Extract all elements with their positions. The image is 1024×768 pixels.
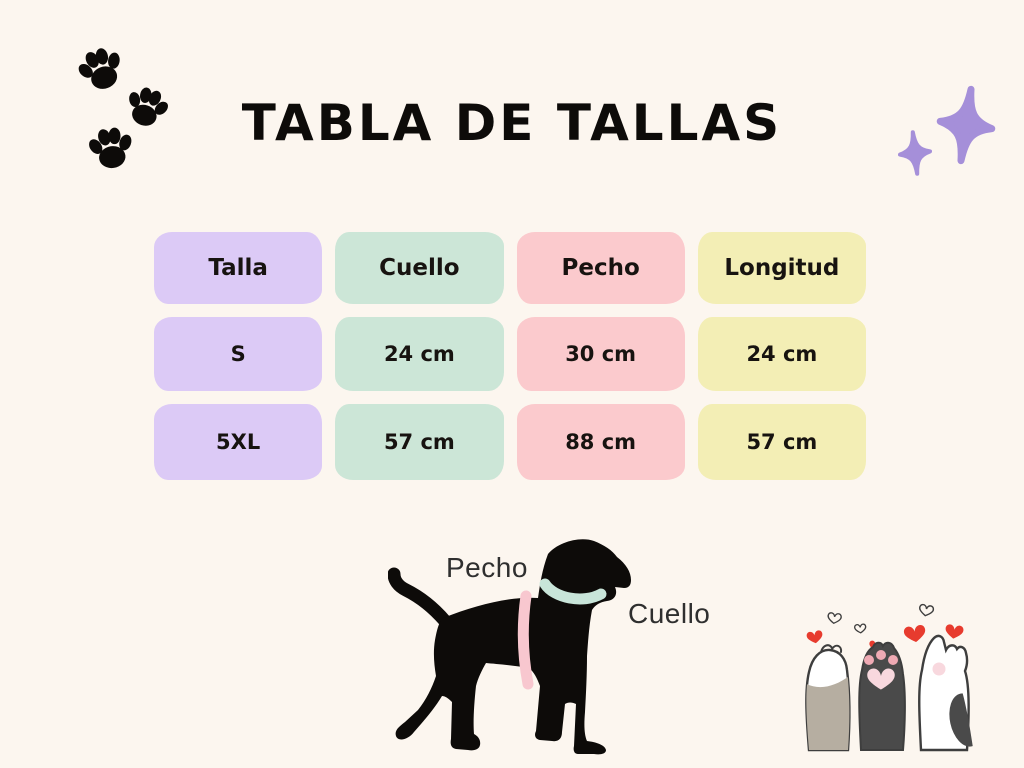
cat-paws-hearts-illustration bbox=[805, 603, 975, 752]
size-table: Talla Cuello Pecho Longitud S 24 cm 30 c… bbox=[154, 232, 866, 480]
cuello-measure-label: Cuello bbox=[628, 598, 711, 629]
size-cell-5xl-cuello: 57 cm bbox=[335, 404, 504, 480]
column-header-pecho: Pecho bbox=[516, 232, 685, 304]
pecho-measure-label: Pecho bbox=[446, 552, 528, 583]
cat-paw-right bbox=[918, 634, 975, 752]
size-cell-s-cuello: 24 cm bbox=[335, 317, 504, 391]
neck-collar bbox=[539, 578, 607, 605]
dog-measurement-diagram bbox=[388, 539, 631, 755]
size-cell-s-longitud: 24 cm bbox=[697, 317, 866, 391]
cat-paw-left bbox=[805, 644, 851, 752]
column-header-cuello: Cuello bbox=[335, 232, 504, 304]
column-header-talla: Talla bbox=[154, 232, 323, 304]
size-cell-s-talla: S bbox=[154, 317, 323, 391]
size-cell-5xl-longitud: 57 cm bbox=[697, 404, 866, 480]
column-header-longitud: Longitud bbox=[697, 232, 866, 304]
cat-paw-middle bbox=[858, 641, 906, 751]
sparkles-icon bbox=[897, 85, 996, 176]
dog-tail bbox=[388, 567, 452, 628]
page-title: TABLA DE TALLAS bbox=[241, 94, 783, 152]
size-cell-5xl-talla: 5XL bbox=[154, 404, 323, 480]
size-cell-5xl-pecho: 88 cm bbox=[516, 404, 685, 480]
chest-strap bbox=[517, 590, 534, 690]
size-cell-s-pecho: 30 cm bbox=[516, 317, 685, 391]
